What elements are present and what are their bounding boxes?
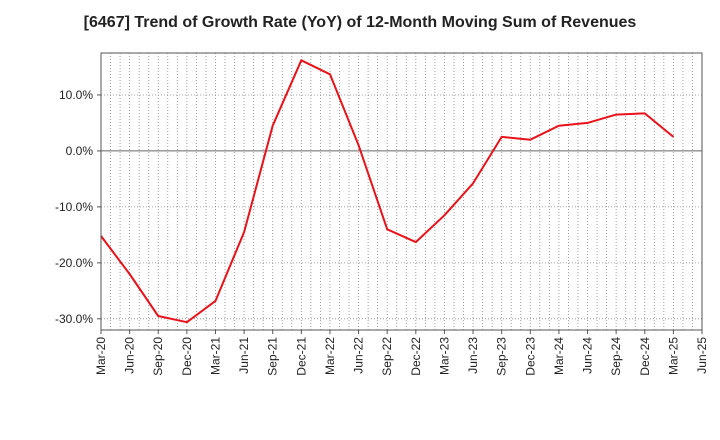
x-axis-ticks: Mar-20 Jun-20 Sep-20 Dec-20 Mar-21 Jun-21 Sep-…: [94, 330, 709, 376]
x-tick-label: Mar-22: [323, 337, 337, 375]
y-tick-label: 0.0%: [66, 144, 94, 158]
x-tick-label: Sep-22: [380, 337, 394, 376]
x-tick-label: Jun-25: [695, 337, 709, 374]
x-tick-label: Dec-21: [294, 337, 308, 376]
y-axis-ticks: 10.0% 0.0% -10.0% -20.0% -30.0%: [55, 88, 101, 326]
x-tick-label: Mar-21: [208, 337, 222, 375]
x-tick-label: Jun-21: [237, 337, 251, 374]
plot-border: [100, 52, 703, 331]
x-tick-label: Jun-23: [466, 337, 480, 374]
x-tick-label: Jun-24: [581, 337, 595, 374]
x-tick-label: Mar-25: [666, 337, 680, 375]
x-tick-label: Sep-20: [151, 337, 165, 376]
x-tick-label: Mar-20: [94, 337, 108, 375]
series-line-0: [100, 59, 675, 324]
y-tick-label: 10.0%: [59, 88, 93, 102]
x-tick-label: Jun-22: [352, 337, 366, 374]
x-tick-label: Dec-22: [409, 337, 423, 376]
x-tick-label: Jun-20: [123, 337, 137, 374]
chart-title: [6467] Trend of Growth Rate (YoY) of 12-…: [83, 14, 637, 31]
x-tick-label: Sep-23: [495, 337, 509, 376]
x-tick-label: Sep-24: [609, 337, 623, 376]
y-tick-label: -10.0%: [55, 200, 93, 214]
x-tick-label: Sep-21: [266, 337, 280, 376]
x-tick-label: Dec-23: [523, 337, 537, 376]
x-tick-label: Mar-23: [437, 337, 451, 375]
plot-frame: [100, 52, 703, 331]
x-tick-label: Dec-24: [638, 337, 652, 376]
series-layer: [100, 59, 675, 324]
y-tick-label: -30.0%: [55, 312, 93, 326]
x-tick-label: Dec-20: [180, 337, 194, 376]
grid: [101, 53, 702, 330]
x-tick-label: Mar-24: [552, 337, 566, 375]
y-tick-label: -20.0%: [55, 256, 93, 270]
